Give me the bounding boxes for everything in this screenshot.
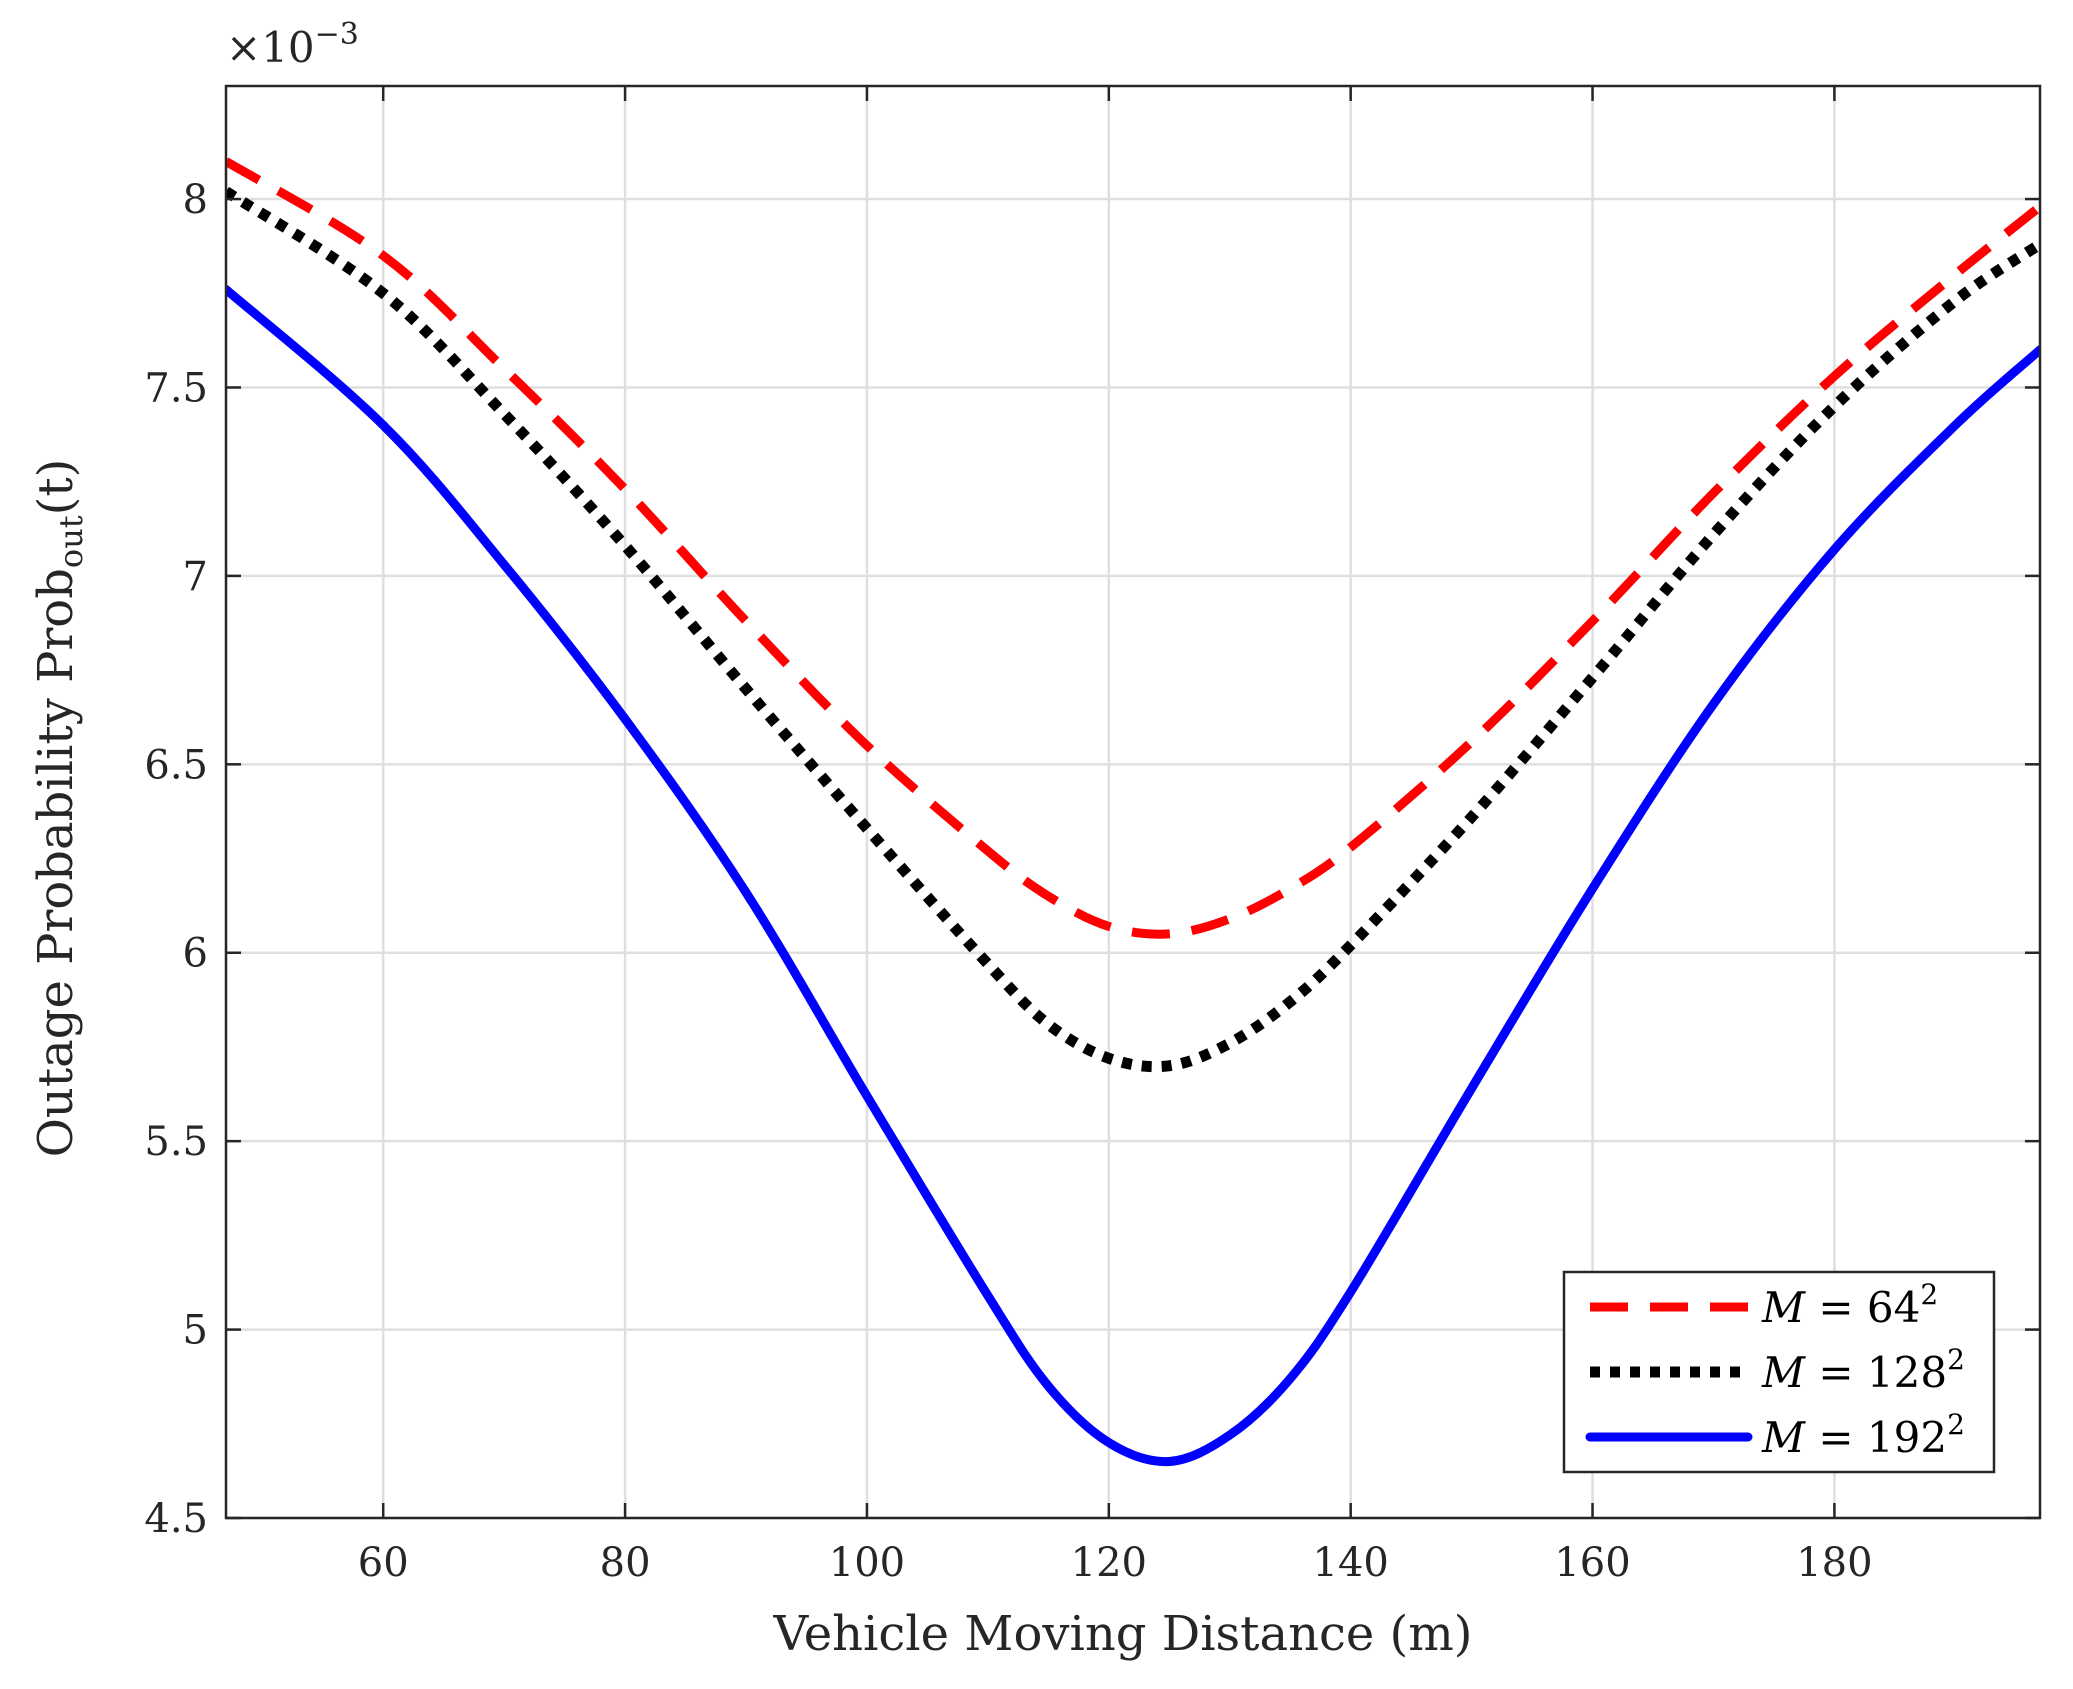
y-tick-label: 8: [183, 177, 208, 223]
y-multiplier-base: ×10: [226, 23, 315, 72]
x-tick-label: 80: [600, 1540, 651, 1586]
plot-frame: [224, 84, 2042, 1520]
legend-eq: = 192: [1805, 1413, 1947, 1462]
y-multiplier-exponent: −3: [315, 17, 359, 52]
x-axis-label: Vehicle Moving Distance (m): [772, 1606, 1472, 1662]
legend-var: M: [1761, 1348, 1806, 1397]
legend-sup: 2: [1947, 1408, 1965, 1441]
y-tick-label: 5: [183, 1308, 208, 1354]
x-tick-label: 100: [829, 1540, 905, 1586]
legend-label-1: M = 642: [1761, 1278, 1938, 1332]
series-line-2: [226, 186, 2040, 1073]
y-tick-label: 7: [183, 554, 208, 600]
y-axis-multiplier: ×10−3: [226, 17, 359, 72]
legend-label-3: M = 1922: [1761, 1408, 1965, 1462]
x-tick-label: 180: [1796, 1540, 1872, 1586]
axes: [224, 84, 2042, 1520]
series-lines: [226, 157, 2040, 1467]
x-tick-label: 60: [358, 1540, 409, 1586]
series-line-3: [226, 285, 2040, 1467]
legend-eq: = 128: [1805, 1348, 1947, 1397]
series-line-1: [226, 157, 2040, 939]
legend-var: M: [1761, 1283, 1806, 1332]
x-tick-label: 140: [1313, 1540, 1389, 1586]
y-tick-label: 4.5: [144, 1496, 208, 1542]
legend-sup: 2: [1947, 1343, 1965, 1376]
x-tick-label: 120: [1071, 1540, 1147, 1586]
legend-var: M: [1761, 1413, 1806, 1462]
y-tick-label: 5.5: [144, 1119, 208, 1165]
y-tick-label: 6.5: [144, 742, 208, 788]
legend-label-2: M = 1282: [1761, 1343, 1965, 1397]
legend-eq: = 64: [1805, 1283, 1920, 1332]
legend-sup: 2: [1920, 1278, 1938, 1311]
y-axis-label-main: Outage Probability Prob: [28, 568, 84, 1157]
tick-marks: [226, 86, 2040, 1520]
y-tick-label: 7.5: [144, 365, 208, 411]
y-axis-label-sub: out: [52, 515, 90, 568]
y-tick-label: 6: [183, 931, 208, 977]
y-axis-label: Outage Probability Probout(t): [28, 459, 90, 1158]
tick-labels: 60 80 100 120 140 160 180 4.5 5 5.5 6 6.5 7 7.5 8: [144, 177, 1872, 1586]
y-axis-label-suffix: (t): [28, 459, 84, 516]
x-tick-label: 160: [1554, 1540, 1630, 1586]
